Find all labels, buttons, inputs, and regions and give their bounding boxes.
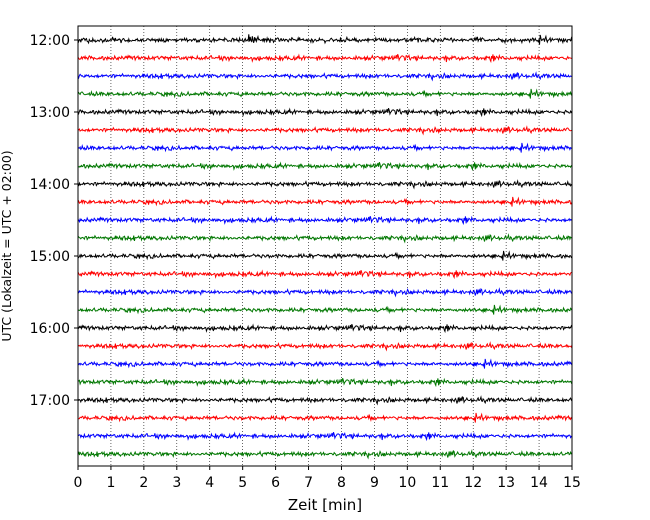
seismogram-trace bbox=[77, 323, 573, 334]
x-tick-label: 0 bbox=[74, 475, 83, 491]
y-tick-label: 15:00 bbox=[30, 249, 70, 265]
seismogram-trace bbox=[77, 196, 573, 207]
seismogram-trace bbox=[77, 412, 573, 423]
x-tick-label: 13 bbox=[497, 475, 515, 491]
seismogram-trace bbox=[77, 107, 573, 118]
seismogram-trace bbox=[77, 269, 573, 280]
x-tick-label: 5 bbox=[238, 475, 247, 491]
x-tick-label: 11 bbox=[431, 475, 449, 491]
seismogram-trace bbox=[77, 179, 573, 190]
x-tick-label: 1 bbox=[106, 475, 115, 491]
x-tick-label: 14 bbox=[530, 475, 548, 491]
plot-frame bbox=[77, 25, 573, 467]
seismogram-trace bbox=[77, 142, 573, 153]
seismogram-trace bbox=[77, 71, 573, 82]
y-tick-label: 16:00 bbox=[30, 321, 70, 337]
seismogram-trace bbox=[77, 395, 573, 406]
x-tick-label: 10 bbox=[398, 475, 416, 491]
seismogram-trace bbox=[77, 449, 573, 460]
x-axis-label: Zeit [min] bbox=[288, 496, 362, 514]
y-tick-label: 12:00 bbox=[30, 33, 70, 49]
x-tick-label: 7 bbox=[304, 475, 313, 491]
x-axis: 0 1 2 3 4 5 6 7 8 9 10 11 12 13 14 15 bbox=[74, 466, 581, 491]
seismogram-trace bbox=[77, 53, 573, 64]
grid-lines bbox=[110, 26, 540, 466]
seismogram-trace bbox=[77, 233, 573, 244]
y-tick-label: 17:00 bbox=[30, 393, 70, 409]
x-tick-label: 3 bbox=[172, 475, 181, 491]
y-axis-label: UTC (Lokalzeit = UTC + 02:00) bbox=[0, 150, 14, 341]
x-tick-label: 4 bbox=[205, 475, 214, 491]
y-tick-label: 14:00 bbox=[30, 177, 70, 193]
x-tick-label: 9 bbox=[370, 475, 379, 491]
seismogram-trace bbox=[77, 304, 573, 315]
seismogram-trace bbox=[77, 88, 573, 99]
seismogram-trace bbox=[77, 358, 573, 369]
seismogram-trace bbox=[77, 377, 573, 388]
seismogram-trace bbox=[77, 161, 573, 172]
seismogram-trace bbox=[77, 215, 573, 226]
seismogram-trace bbox=[77, 431, 573, 442]
y-tick-label: 13:00 bbox=[30, 105, 70, 121]
x-tick-label: 8 bbox=[337, 475, 346, 491]
seismogram-trace bbox=[77, 287, 573, 298]
x-tick-label: 6 bbox=[271, 475, 280, 491]
seismogram-trace bbox=[77, 34, 573, 45]
seismogram-trace bbox=[77, 341, 573, 352]
y-axis: 12:00 13:00 14:00 15:00 16:00 17:00 bbox=[30, 33, 78, 409]
trace-group bbox=[77, 34, 573, 460]
seismogram-trace bbox=[77, 125, 573, 136]
x-tick-label: 12 bbox=[464, 475, 482, 491]
x-tick-label: 2 bbox=[139, 475, 148, 491]
x-tick-label: 15 bbox=[563, 475, 581, 491]
seismogram-trace bbox=[77, 250, 573, 261]
